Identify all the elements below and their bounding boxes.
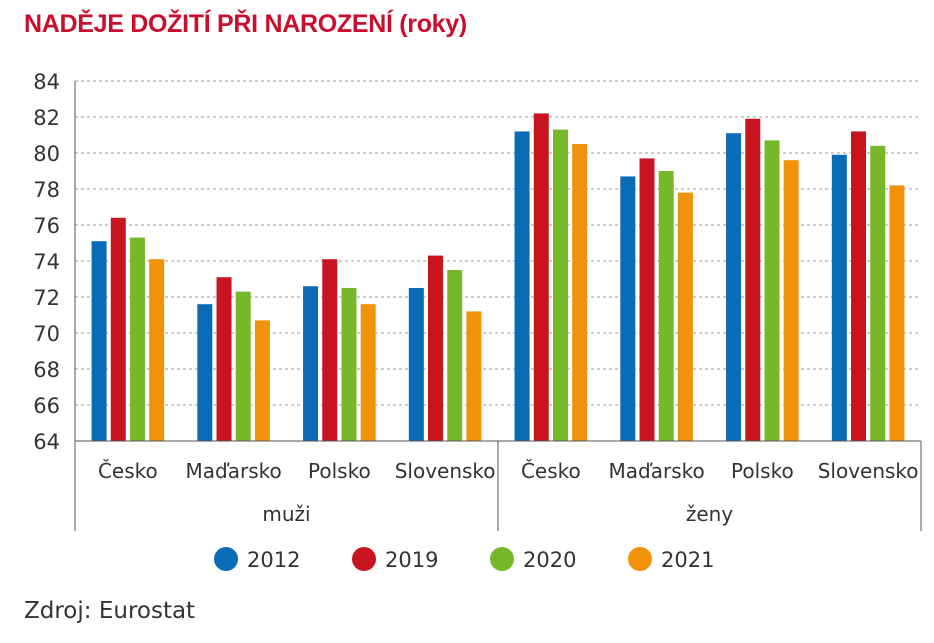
axes — [74, 81, 922, 531]
legend-label-2020: 2020 — [523, 548, 576, 572]
y-tick-label-64: 64 — [33, 430, 60, 454]
legend-label-2019: 2019 — [385, 548, 438, 572]
y-tick-label-72: 72 — [33, 286, 60, 310]
bar-2021-1 — [149, 259, 165, 441]
y-tick-labels: 64 66 68 70 72 74 76 78 80 82 84 — [33, 70, 60, 454]
bar-2019-6 — [639, 158, 655, 441]
legend-marker-2012 — [214, 547, 238, 571]
bar-2021-6 — [677, 192, 693, 441]
bar-2019-5 — [533, 113, 549, 442]
legend: 2012 2019 2020 2021 — [214, 547, 714, 572]
x-tick-label-6: Maďarsko — [609, 459, 705, 483]
bar-2019-4 — [428, 255, 444, 441]
x-tick-label-8: Slovensko — [818, 459, 919, 483]
group-label-2: ženy — [686, 502, 733, 526]
bar-2012-8 — [831, 154, 847, 442]
bar-2021-8 — [889, 185, 905, 441]
bar-2012-2 — [197, 304, 213, 441]
bar-2020-5 — [552, 129, 568, 441]
bar-2012-6 — [620, 176, 636, 441]
bar-2021-4 — [466, 311, 482, 441]
bar-2012-4 — [408, 288, 424, 441]
bar-2020-7 — [764, 140, 780, 441]
chart-title: NADĚJE DOŽITÍ PŘI NAROZENÍ (roky) — [24, 10, 467, 38]
bar-2019-2 — [216, 277, 232, 441]
bar-2019-7 — [745, 118, 761, 442]
y-tick-label-68: 68 — [33, 358, 60, 382]
bar-2020-8 — [870, 145, 886, 442]
legend-marker-2021 — [628, 547, 652, 571]
y-tick-label-76: 76 — [33, 214, 60, 238]
legend-label-2021: 2021 — [661, 548, 714, 572]
bar-2012-5 — [514, 131, 530, 441]
y-tick-label-80: 80 — [33, 142, 60, 166]
y-tick-label-82: 82 — [33, 106, 60, 130]
y-tick-label-78: 78 — [33, 178, 60, 202]
x-tick-label-5: Česko — [521, 459, 581, 483]
x-tick-labels: Česko Maďarsko Polsko Slovensko Česko Maďarsk… — [98, 459, 919, 483]
bar-2019-8 — [851, 131, 867, 441]
y-tick-label-74: 74 — [33, 250, 60, 274]
x-tick-label-1: Česko — [98, 459, 158, 483]
y-tick-label-66: 66 — [33, 394, 60, 418]
bar-2012-7 — [726, 133, 742, 441]
group-label-1: muži — [262, 502, 310, 526]
y-tick-label-70: 70 — [33, 322, 60, 346]
y-tick-label-84: 84 — [33, 70, 60, 94]
group-labels: muži ženy — [262, 502, 733, 526]
bar-2020-2 — [235, 291, 251, 441]
bar-2021-2 — [254, 320, 270, 441]
bar-2020-4 — [447, 270, 463, 441]
x-tick-label-3: Polsko — [308, 459, 371, 483]
bar-2019-3 — [322, 259, 338, 441]
life-expectancy-bar-chart: 64 66 68 70 72 74 76 78 80 82 84 Česko Maďarsko Pols… — [33, 70, 922, 572]
bar-2012-1 — [91, 241, 107, 441]
bar-2019-1 — [110, 217, 126, 441]
bar-2021-3 — [360, 304, 376, 441]
x-tick-label-4: Slovensko — [395, 459, 496, 483]
source-note: Zdroj: Eurostat — [24, 598, 196, 624]
legend-marker-2019 — [352, 547, 376, 571]
x-tick-label-7: Polsko — [731, 459, 794, 483]
legend-marker-2020 — [490, 547, 514, 571]
bar-2020-6 — [658, 171, 674, 441]
bar-2021-5 — [572, 144, 588, 441]
bar-2020-1 — [129, 237, 145, 441]
gridlines — [75, 80, 921, 406]
bars — [91, 113, 905, 442]
legend-label-2012: 2012 — [247, 548, 300, 572]
bar-2020-3 — [341, 288, 357, 441]
bar-2021-7 — [783, 160, 799, 441]
x-tick-label-2: Maďarsko — [186, 459, 282, 483]
bar-2012-3 — [303, 286, 319, 441]
